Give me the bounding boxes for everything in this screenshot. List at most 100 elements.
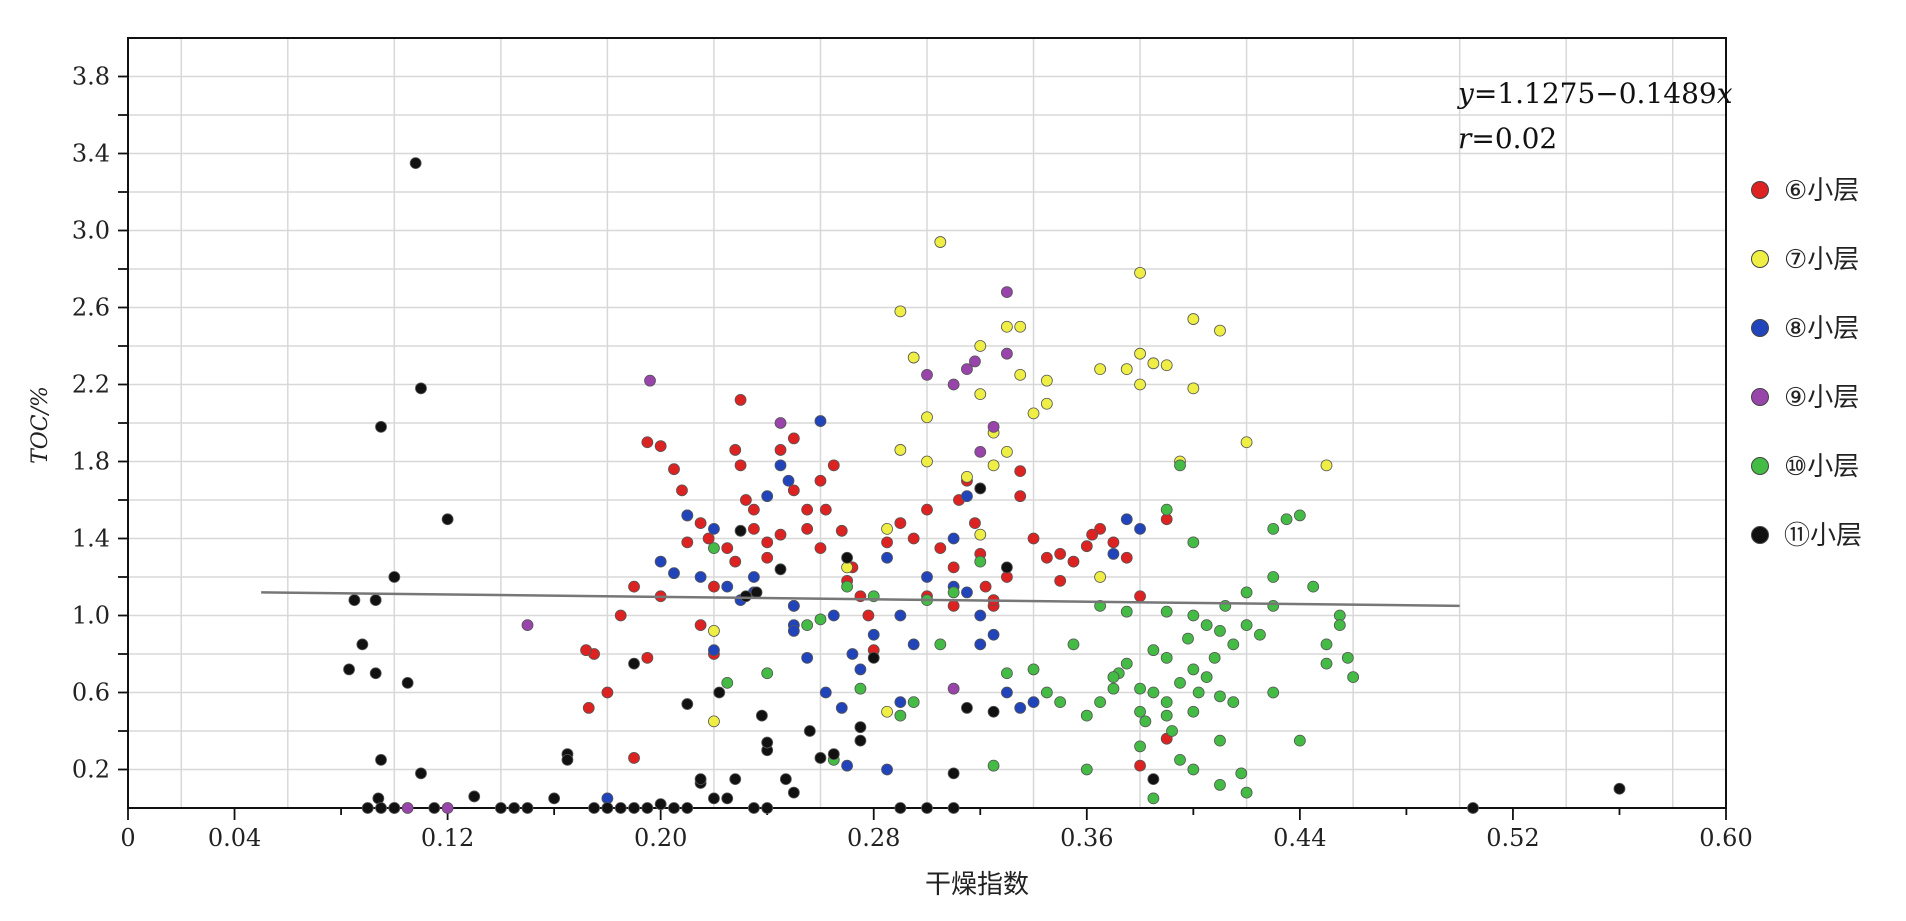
data-point-series-5 [1214,779,1226,791]
data-point-series-3 [1027,696,1040,709]
data-point-series-3 [668,567,680,580]
data-point-series-1 [676,484,688,497]
data-point-series-6 [508,802,521,814]
data-point-series-6 [668,802,680,814]
data-point-series-3 [974,609,987,622]
data-point-series-3 [894,609,907,622]
legend-item: ⑪小层 [1751,521,1862,551]
data-point-series-6 [750,586,763,599]
data-point-series-5 [934,638,947,651]
data-point-series-3 [894,696,907,709]
data-point-series-6 [428,802,441,814]
data-point-series-5 [1267,522,1280,535]
data-point-series-3 [867,628,880,641]
data-point-series-4 [987,420,1000,433]
regression-equation: y=1.1275−0.1489x [1456,77,1733,110]
data-point-series-1 [801,522,814,535]
data-point-series-2 [974,340,987,352]
data-point-series-5 [1001,667,1013,680]
x-axis-title: 干燥指数 [925,870,1029,900]
y-tick-label: 1.0 [72,602,110,630]
data-point-series-2 [1027,407,1040,420]
data-point-series-3 [961,586,973,599]
data-point-series-1 [747,503,760,516]
legend-item: ⑦小层 [1751,245,1859,275]
data-point-series-1 [729,444,742,456]
data-point-series-1 [787,432,800,445]
data-point-series-5 [1227,696,1240,709]
data-point-series-2 [881,522,893,535]
data-point-series-3 [907,638,920,651]
data-point-series-1 [1014,465,1027,478]
data-point-series-6 [375,420,387,433]
data-point-series-2 [1134,266,1146,279]
data-point-series-6 [987,705,1000,718]
data-point-series-5 [1267,686,1280,699]
data-point-series-2 [881,705,893,718]
data-point-series-4 [974,445,987,458]
data-point-series-1 [582,702,595,714]
data-point-series-6 [356,638,369,651]
y-tick-label: 3.8 [72,63,110,91]
r-symbol: r [1458,122,1473,155]
data-point-series-1 [628,580,640,593]
data-point-series-5 [1187,705,1200,718]
data-point-series-6 [681,802,694,814]
x-tick-label: 0.28 [847,824,900,852]
data-point-series-5 [841,580,853,593]
data-point-series-6 [369,594,382,606]
data-point-series-1 [641,651,654,664]
data-point-series-3 [681,509,694,522]
x-tick-label: 0.04 [208,824,261,852]
data-point-series-1 [921,503,933,516]
data-point-series-2 [894,444,907,456]
x-tick-label: 0.20 [634,824,687,852]
data-point-series-5 [1134,740,1146,753]
data-point-series-6 [721,792,734,805]
data-point-series-4 [644,374,656,387]
data-point-series-6 [415,382,427,395]
data-point-series-2 [1134,378,1146,391]
data-point-series-5 [1187,536,1200,549]
data-point-series-1 [668,463,680,476]
equation-y-symbol: y [1456,77,1475,110]
equation-x-symbol: x [1717,77,1733,110]
data-point-series-5 [1134,705,1146,718]
y-tick-label: 0.6 [72,679,110,707]
data-point-series-2 [1320,459,1333,472]
data-point-series-5 [1320,657,1333,670]
data-point-series-6 [388,802,401,814]
data-point-series-2 [907,351,920,364]
data-point-series-1 [774,528,787,541]
legend-label: ⑨小层 [1784,383,1859,413]
data-point-series-4 [961,363,973,376]
data-point-series-6 [739,590,752,603]
data-point-series-6 [588,802,600,814]
legend-label: ⑩小层 [1784,452,1859,482]
data-point-series-1 [694,619,707,632]
data-point-series-1 [747,522,760,535]
data-point-series-1 [601,686,614,699]
data-point-series-5 [1160,709,1173,722]
data-point-series-3 [787,599,800,612]
legend-marker [1751,250,1769,268]
data-point-series-3 [854,663,867,676]
data-point-series-5 [1200,671,1213,683]
data-point-series-5 [1280,513,1293,526]
data-point-series-6 [947,767,960,780]
data-point-series-1 [1134,590,1146,603]
data-point-series-6 [375,753,387,766]
data-point-series-2 [708,625,720,637]
data-point-series-6 [729,773,742,786]
data-point-series-5 [854,682,867,695]
data-point-series-5 [1240,586,1253,599]
data-point-series-1 [694,517,707,529]
data-point-series-3 [801,651,814,664]
data-point-series-1 [628,752,640,764]
data-point-series-5 [1160,696,1173,709]
legend-label: ⑥小层 [1784,176,1859,206]
data-point-series-1 [1120,551,1133,564]
data-point-series-5 [894,709,907,722]
data-point-series-2 [921,455,933,468]
data-point-series-6 [854,721,867,734]
